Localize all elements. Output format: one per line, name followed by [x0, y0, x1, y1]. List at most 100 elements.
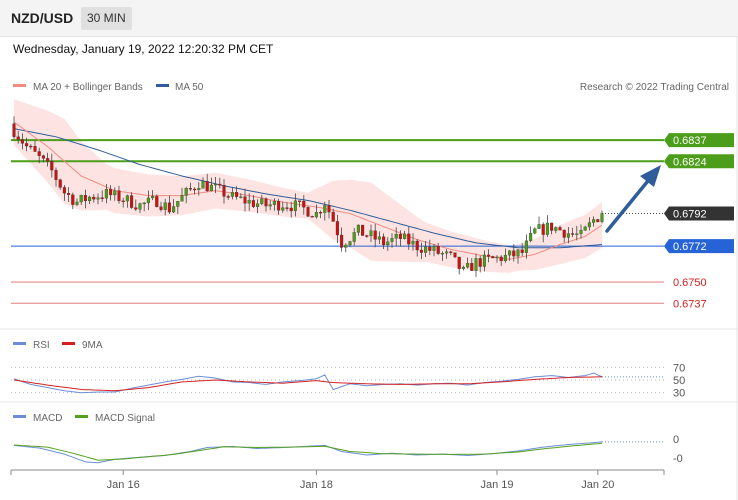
candle-body [222, 185, 226, 197]
candle-body [361, 224, 365, 236]
chart-header: NZD/USD 30 MIN [0, 0, 738, 37]
macd-tick-label: -0 [673, 453, 683, 465]
candle-body [264, 198, 268, 207]
candle-body [583, 226, 587, 231]
candle-body [512, 250, 516, 257]
candle-body [319, 212, 323, 214]
macd-signal-line [13, 442, 603, 461]
candle-body [356, 224, 360, 233]
candle-body [235, 192, 239, 197]
candle-body [327, 205, 331, 213]
candle-body [487, 254, 491, 257]
candle-body [67, 193, 71, 195]
level-label: 0.6792 [673, 209, 707, 221]
level-label: 0.6837 [673, 135, 707, 147]
candle-body [579, 230, 583, 234]
candle-body [323, 205, 327, 213]
candle-body [558, 227, 562, 231]
candle-body [524, 240, 528, 253]
candle-body [348, 241, 352, 246]
candle-body [390, 238, 394, 242]
candle-body [117, 190, 121, 202]
candle-body [457, 256, 461, 269]
candle-body [197, 188, 201, 190]
legend-label-ma50: MA 50 [175, 82, 204, 93]
candle-body [293, 200, 297, 212]
candle-body [58, 179, 62, 188]
candle-body [436, 246, 440, 254]
candle-body [415, 240, 419, 251]
level-label: 0.6750 [673, 277, 707, 289]
candle-body [352, 232, 356, 242]
macd-tick-label: 0 [673, 434, 679, 446]
candle-body [151, 196, 155, 199]
legend-swatch-rsi [13, 342, 26, 345]
candle-body [209, 184, 213, 192]
legend-swatch-macd-signal [75, 415, 88, 418]
candle-body [16, 136, 20, 140]
legend-label-macd-signal: MACD Signal [95, 413, 155, 424]
currency-pair-label: NZD/USD [11, 10, 74, 26]
legend-label-ma20: MA 20 + Bollinger Bands [33, 82, 143, 93]
x-tick-label: Jan 19 [480, 479, 513, 491]
timeframe-button[interactable]: 30 MIN [81, 7, 132, 30]
candle-body [377, 236, 381, 240]
candle-body [587, 222, 591, 228]
candle-body [285, 207, 289, 209]
candle-body [71, 194, 75, 205]
candle-body [121, 200, 125, 203]
candle-body [138, 203, 142, 210]
candle-body [256, 203, 260, 207]
candle-body [239, 196, 243, 198]
candle-body [193, 188, 197, 191]
candle-body [394, 234, 398, 239]
candle-body [575, 233, 579, 235]
candle-body [440, 253, 444, 255]
candle-body [445, 251, 449, 254]
candle-body [109, 189, 113, 196]
candle-body [386, 241, 390, 246]
candle-body [449, 251, 453, 253]
candlesticks-layer [12, 116, 604, 277]
level-label: 0.6824 [673, 156, 707, 168]
candle-body [260, 198, 264, 204]
x-axis-ticks: Jan 16 Jan 18 Jan 19 Jan 20 [10, 470, 665, 491]
bollinger-band-layer [14, 99, 602, 273]
candle-body [37, 151, 41, 156]
candle-body [407, 233, 411, 245]
candle-body [41, 155, 45, 159]
candle-body [596, 219, 600, 222]
candle-body [520, 249, 524, 253]
main-legend: MA 20 + Bollinger Bands MA 50 [13, 82, 204, 93]
candle-body [365, 235, 369, 237]
candle-body [474, 258, 478, 271]
candle-body [50, 161, 54, 171]
rsi-tick-label: 30 [673, 388, 685, 400]
candle-body [134, 207, 138, 210]
candle-body [142, 202, 146, 205]
candle-body [100, 197, 104, 199]
rsi-ma-line [13, 376, 603, 392]
chart-datetime: Wednesday, January 19, 2022 12:20:32 PM … [13, 42, 274, 56]
candle-body [461, 266, 465, 269]
candle-body [529, 233, 533, 241]
ma50-line [13, 128, 603, 249]
candle-body [155, 196, 159, 208]
candle-body [298, 200, 302, 202]
candle-body [499, 256, 503, 262]
x-tick-label: Jan 20 [581, 479, 614, 491]
candle-body [12, 123, 16, 137]
x-tick-label: Jan 18 [300, 479, 333, 491]
candle-body [302, 200, 306, 208]
candle-body [482, 254, 486, 267]
candle-body [125, 195, 129, 202]
legend-swatch-rsi-ma [62, 342, 75, 345]
legend-label-macd: MACD [33, 413, 62, 424]
macd-panel: 0 -0 [13, 434, 683, 465]
candle-body [537, 224, 541, 229]
candle-body [25, 143, 29, 147]
forecast-arrow-head [640, 165, 661, 187]
candle-body [247, 200, 251, 204]
